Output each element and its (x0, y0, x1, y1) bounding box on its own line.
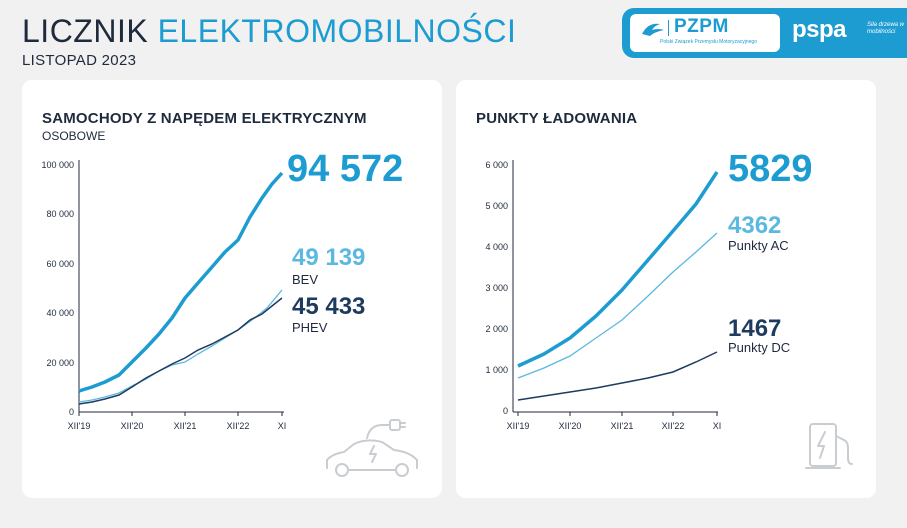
svg-text:100 000: 100 000 (41, 160, 74, 170)
dc-points-label: Punkty DC (728, 340, 791, 355)
svg-text:0: 0 (69, 407, 74, 417)
svg-text:5 000: 5 000 (485, 201, 508, 211)
svg-text:XI: XI (713, 421, 722, 431)
svg-text:20 000: 20 000 (46, 358, 74, 368)
svg-text:XII'21: XII'21 (174, 421, 197, 431)
charging-points-line-chart: 6 000 5 000 4 000 3 000 2 000 1 000 0 XI… (485, 160, 853, 469)
logo-bar: PZPM Polski Związek Przemysłu Motoryzacy… (622, 8, 907, 58)
svg-text:4 000: 4 000 (485, 242, 508, 252)
svg-text:0: 0 (503, 406, 508, 416)
svg-text:XII'20: XII'20 (559, 421, 582, 431)
ev-cars-card: SAMOCHODY Z NAPĘDEM ELEKTRYCZNYM OSOBOWE… (22, 80, 442, 498)
charging-points-card: PUNKTY ŁADOWANIA 6 000 5 000 4 000 3 000… (456, 80, 876, 498)
svg-text:XII'19: XII'19 (507, 421, 530, 431)
title-part-electromobility: ELEKTROMOBILNOŚCI (157, 13, 517, 49)
svg-text:80 000: 80 000 (46, 209, 74, 219)
charging-total-value: 5829 (728, 148, 813, 190)
page-subtitle-date: LISTOPAD 2023 (22, 52, 137, 69)
svg-text:XII'22: XII'22 (662, 421, 685, 431)
bev-value: 49 139 (292, 244, 366, 271)
ev-cars-line-chart: 100 000 80 000 60 000 40 000 20 000 0 XI… (41, 160, 418, 477)
svg-text:3 000: 3 000 (485, 283, 508, 293)
svg-text:2 000: 2 000 (485, 324, 508, 334)
pzpm-logo-text: PZPM (674, 16, 729, 37)
ev-total-value: 94 572 (287, 148, 404, 190)
svg-text:XII'20: XII'20 (121, 421, 144, 431)
dc-points-value: 1467 (728, 315, 782, 342)
pspa-logo-text: pspa (792, 16, 847, 43)
svg-text:40 000: 40 000 (46, 308, 74, 318)
svg-text:6 000: 6 000 (485, 160, 508, 170)
ac-points-label: Punkty AC (728, 238, 789, 253)
title-part-counter: LICZNIK (22, 13, 158, 49)
svg-text:60 000: 60 000 (46, 259, 74, 269)
phev-value: 45 433 (292, 293, 366, 320)
charging-points-title: PUNKTY ŁADOWANIA (476, 110, 638, 127)
svg-text:XII'21: XII'21 (611, 421, 634, 431)
pspa-tagline: Siła drzewa w mobilności (867, 22, 905, 35)
svg-text:XII'22: XII'22 (227, 421, 250, 431)
pzpm-emblem-icon (642, 23, 664, 36)
pzpm-logo: PZPM Polski Związek Przemysłu Motoryzacy… (630, 14, 780, 52)
ev-cars-title: SAMOCHODY Z NAPĘDEM ELEKTRYCZNYM (42, 110, 367, 127)
pzpm-separator (668, 20, 669, 36)
bev-label: BEV (292, 272, 319, 287)
electric-car-icon (326, 419, 418, 477)
ev-cars-subtitle: OSOBOWE (42, 129, 106, 143)
ac-points-value: 4362 (728, 212, 782, 239)
svg-text:XI: XI (278, 421, 287, 431)
svg-text:1 000: 1 000 (485, 365, 508, 375)
charging-station-icon (805, 423, 853, 469)
svg-text:XII'19: XII'19 (68, 421, 91, 431)
phev-label: PHEV (292, 320, 328, 335)
pzpm-logo-subtext: Polski Związek Przemysłu Motoryzacyjnego (660, 39, 757, 45)
page-title: LICZNIK ELEKTROMOBILNOŚCI (22, 12, 516, 50)
